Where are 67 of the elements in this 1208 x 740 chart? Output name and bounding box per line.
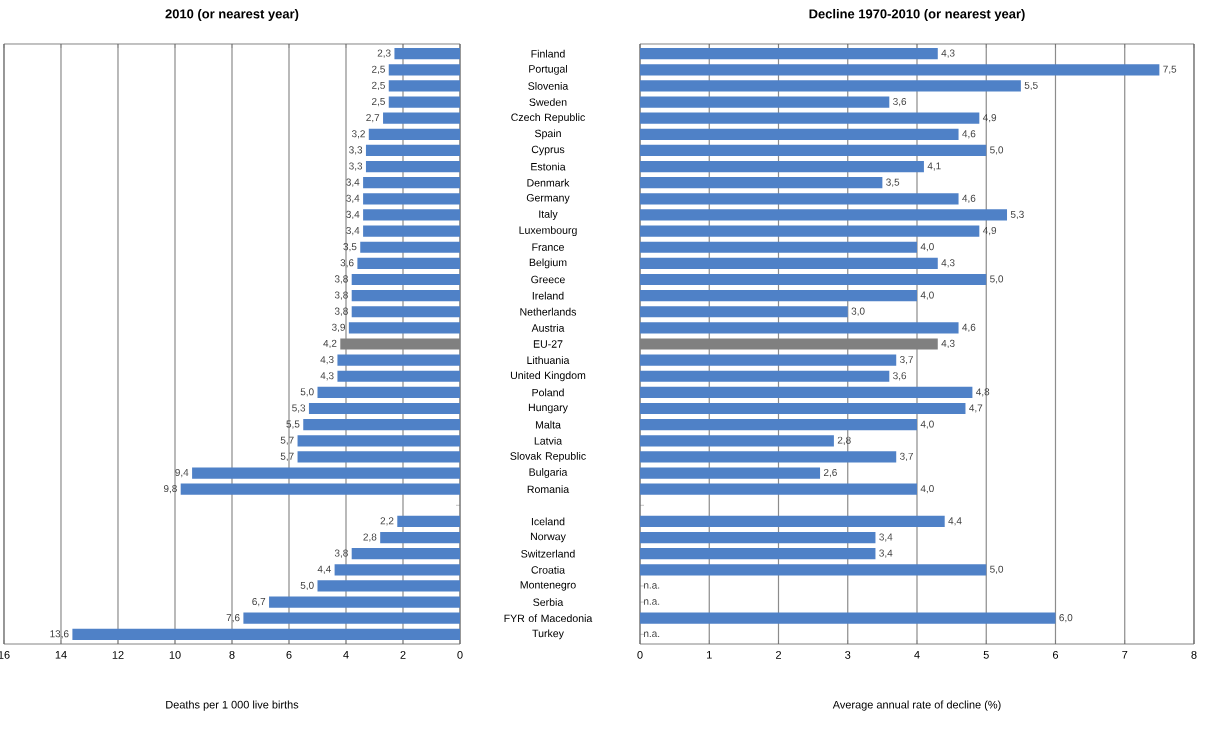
bar [640,515,945,528]
bar [640,322,959,334]
bar [640,386,973,398]
bar [351,306,460,318]
bar [640,177,883,189]
bar [640,112,980,124]
bar [640,48,938,60]
bar [334,564,460,576]
bar [388,96,460,108]
bar [308,402,460,415]
bar [351,290,460,302]
bar [640,612,1056,624]
bar [640,435,834,447]
bar [640,257,938,269]
bar [640,531,876,544]
bar [640,483,917,495]
bar [640,209,1008,221]
bar [640,96,890,108]
bar [351,273,460,286]
bar [337,354,460,366]
bar [243,612,460,624]
bar [317,580,460,592]
bar [337,370,460,382]
bar [640,160,924,173]
bar [72,628,460,640]
bar [640,402,966,415]
bar [388,64,460,76]
bar [640,306,848,318]
bar [640,467,821,479]
bar [388,80,460,92]
bar [397,515,460,528]
bar [351,548,460,560]
bar [363,225,460,237]
bar [640,128,959,140]
bar [640,354,897,366]
bar [363,209,460,221]
bar [640,64,1160,76]
bar [640,419,917,431]
bar [380,531,460,544]
bar [640,370,890,382]
bar [192,467,460,479]
bar [365,160,460,173]
bar [297,451,460,463]
bar [640,273,987,286]
bar [640,193,959,205]
bar [269,596,460,608]
bar [640,80,1021,92]
bar [357,257,460,269]
bar [368,128,460,140]
bar [180,483,460,495]
bar [640,564,987,576]
bar [317,386,460,398]
bar [360,241,460,253]
bar [394,48,460,60]
bar [640,241,917,253]
bar [348,322,460,334]
bar [640,290,917,302]
bar [640,225,980,237]
bar [363,177,460,189]
bar [383,112,460,124]
bar [297,435,460,447]
bar [303,419,460,431]
bar [640,451,897,463]
bar [640,548,876,560]
bar [640,144,987,157]
bar [363,193,460,205]
bar [365,144,460,157]
